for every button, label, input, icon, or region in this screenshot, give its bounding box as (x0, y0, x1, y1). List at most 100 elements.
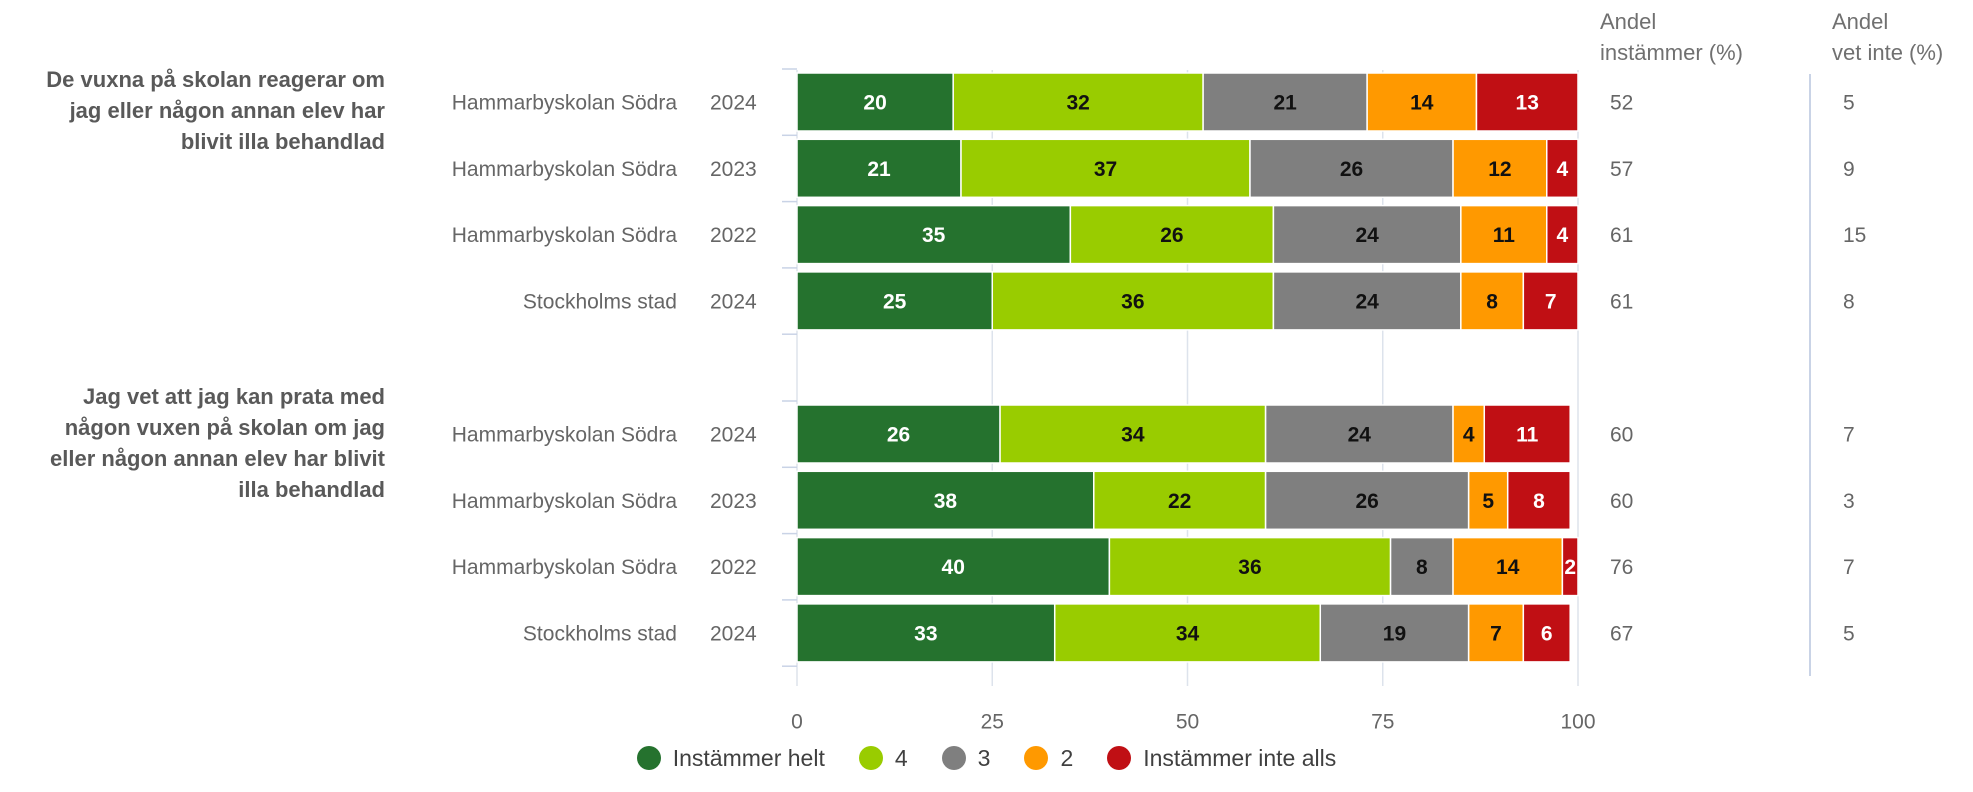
legend-swatch-instammer-inte-alls (1107, 746, 1132, 770)
bar-value-label: 25 (883, 290, 907, 313)
bar-segment (1249, 138, 1454, 199)
legend-item-instammer-inte-alls[interactable]: Instämmer inte alls (1107, 745, 1336, 772)
agree-header-line-2: instämmer (%) (1600, 40, 1744, 65)
legend-swatch-4 (858, 746, 883, 770)
bar-segment (1389, 536, 1454, 597)
legend-item-instammer-helt[interactable]: Instämmer helt (636, 745, 825, 772)
dont-know-value: 9 (1843, 158, 1855, 181)
legend-swatch-instammer-helt (636, 746, 661, 770)
bar-segment (796, 404, 1001, 464)
bar-value-label: 24 (1355, 290, 1379, 313)
agree-value: 67 (1610, 622, 1633, 645)
row-year: 2024 (710, 424, 757, 447)
bar-segment (1522, 271, 1579, 331)
bar-value-label: 40 (942, 556, 965, 579)
bar-segment (1053, 603, 1322, 663)
agree-value: 60 (1610, 424, 1633, 447)
agree-value: 60 (1610, 490, 1633, 513)
bar-segment (1546, 204, 1579, 265)
bar-segment (991, 271, 1275, 331)
bar-segment (796, 603, 1056, 663)
bar-value-label: 38 (934, 490, 958, 513)
bar-value-label: 4 (1463, 424, 1475, 447)
bar-value-label: 6 (1541, 622, 1553, 645)
bar-value-label: 36 (1238, 556, 1261, 579)
bar-value-label: 14 (1410, 92, 1434, 115)
row-label: Hammarbyskolan Södra (452, 158, 678, 181)
bar-segment (1272, 204, 1462, 265)
bar-segment (1108, 536, 1392, 597)
bar-value-label: 19 (1383, 622, 1406, 645)
row-label: Hammarbyskolan Södra (452, 424, 678, 447)
bar-value-label: 22 (1168, 490, 1191, 513)
bar-value-label: 34 (1121, 424, 1145, 447)
bar-value-label: 32 (1066, 92, 1089, 115)
group-title-2: Jag vet att jag kan prata med någon vuxe… (50, 384, 385, 502)
x-tick-label: 75 (1371, 711, 1394, 734)
bar-segment (1272, 271, 1462, 331)
bar-value-label: 36 (1121, 290, 1144, 313)
bar-value-label: 2 (1564, 556, 1576, 579)
bar-segment (999, 404, 1267, 464)
legend-label-2: 2 (1060, 744, 1074, 771)
legend-item-4[interactable]: 4 (858, 744, 908, 772)
bar-segment (1452, 536, 1564, 597)
legend-swatch-3 (941, 746, 966, 770)
row-year: 2024 (710, 92, 757, 115)
bar-segment (796, 470, 1095, 531)
bar-segment (960, 138, 1251, 199)
dont-know-value: 3 (1843, 490, 1855, 513)
bar-segment (1264, 470, 1470, 531)
bar-value-label: 8 (1416, 556, 1428, 579)
bar-value-label: 33 (914, 622, 937, 645)
dont-know-column-header: Andel vet inte (%) (1832, 6, 1943, 68)
dont-know-header-line-1: Andel (1832, 9, 1889, 34)
bar-value-label: 11 (1516, 424, 1539, 447)
legend-label-4: 4 (894, 744, 908, 771)
row-year: 2024 (710, 622, 757, 645)
bar-value-label: 7 (1545, 290, 1557, 313)
bar-segment (796, 536, 1111, 597)
bar-value-label: 8 (1533, 490, 1545, 513)
row-label: Stockholms stad (523, 622, 677, 645)
bar-segment (1452, 404, 1486, 464)
x-tick-label: 100 (1560, 711, 1595, 734)
row-year: 2024 (710, 290, 757, 313)
bar-segment (1546, 138, 1579, 199)
bar-value-label: 37 (1094, 158, 1117, 181)
agree-value: 57 (1610, 158, 1633, 181)
bar-value-label: 34 (1176, 622, 1200, 645)
bar-segment (1483, 404, 1571, 464)
bar-segment (1366, 72, 1478, 132)
bar-value-label: 24 (1355, 224, 1379, 247)
dont-know-value: 5 (1843, 92, 1855, 115)
legend-swatch-2 (1024, 746, 1049, 770)
agree-value: 61 (1610, 224, 1633, 247)
bar-segment (1561, 536, 1579, 597)
row-label: Hammarbyskolan Södra (452, 490, 678, 513)
legend-item-2[interactable]: 2 (1024, 745, 1073, 772)
dont-know-value: 8 (1843, 290, 1855, 313)
bar-segment (1506, 470, 1571, 531)
bar-segment (1452, 138, 1548, 199)
bar-segment (796, 138, 962, 199)
row-label: Hammarbyskolan Södra (452, 92, 678, 115)
bar-segment (1093, 470, 1267, 531)
bar-segment (1460, 271, 1525, 331)
legend-item-3[interactable]: 3 (941, 745, 990, 772)
agree-value: 61 (1610, 290, 1633, 313)
bar-value-label: 8 (1486, 290, 1498, 313)
row-year: 2022 (710, 224, 757, 247)
group-title-1: De vuxna på skolan reagerar om jag eller… (46, 67, 385, 154)
dont-know-value: 7 (1843, 556, 1855, 579)
agree-value: 52 (1610, 92, 1633, 115)
bar-segment (796, 204, 1072, 265)
legend-label-instammer-inte-alls: Instämmer inte alls (1143, 744, 1337, 771)
bar-value-label: 24 (1348, 424, 1372, 447)
legend: Instämmer helt 4 3 2 Instämmer inte alls (0, 742, 1973, 774)
bar-value-label: 26 (1160, 224, 1183, 247)
x-tick-label: 0 (791, 711, 803, 734)
agree-column-header: Andel instämmer (%) (1600, 6, 1743, 68)
bar-value-label: 35 (922, 224, 946, 247)
bar-value-label: 5 (1482, 490, 1494, 513)
